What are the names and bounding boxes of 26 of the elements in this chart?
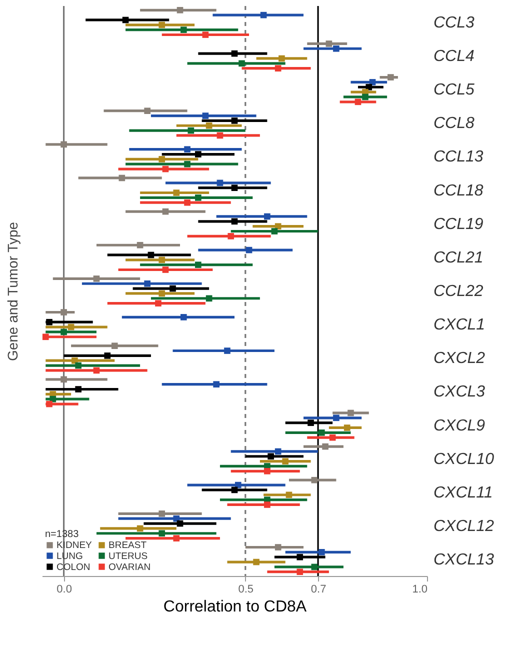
y-tick-label: CXCL3 [434, 384, 486, 401]
y-tick-label: CXCL1 [434, 316, 486, 334]
x-tick-label: 0.5 [238, 584, 254, 596]
y-tick-label: CCL22 [434, 283, 484, 300]
y-tick-label: CCL5 [434, 82, 475, 99]
y-tick-label: CXCL13 [434, 552, 494, 569]
x-tick-label: 0.0 [56, 584, 72, 596]
y-tick-label: CXCL11 [434, 484, 493, 502]
y-tick-label: CXCL12 [434, 518, 494, 535]
y-axis-title: Gene and Tumor Type [4, 222, 20, 362]
y-tick-label: CCL8 [434, 115, 475, 132]
x-tick-label: 1.0 [412, 584, 428, 596]
y-tick-label: CCL18 [434, 182, 484, 200]
y-tick-label: CCL21 [434, 249, 484, 266]
y-tick-label: CCL19 [434, 216, 484, 233]
legend-label: OVARIAN [108, 562, 151, 573]
legend-label: UTERUS [108, 550, 148, 562]
y-tick-label: CCL3 [434, 14, 475, 32]
y-tick-label: CXCL9 [434, 417, 486, 434]
x-tick-label: 0.7 [310, 584, 326, 596]
y-tick-label: CCL4 [434, 48, 475, 66]
legend-label: BREAST [108, 540, 147, 552]
y-tick-label: CXCL2 [434, 350, 486, 368]
y-tick-label: CCL13 [434, 148, 484, 166]
y-tick-label: CXCL10 [434, 450, 494, 468]
x-axis-title: Correlation to CD8A [163, 598, 307, 616]
